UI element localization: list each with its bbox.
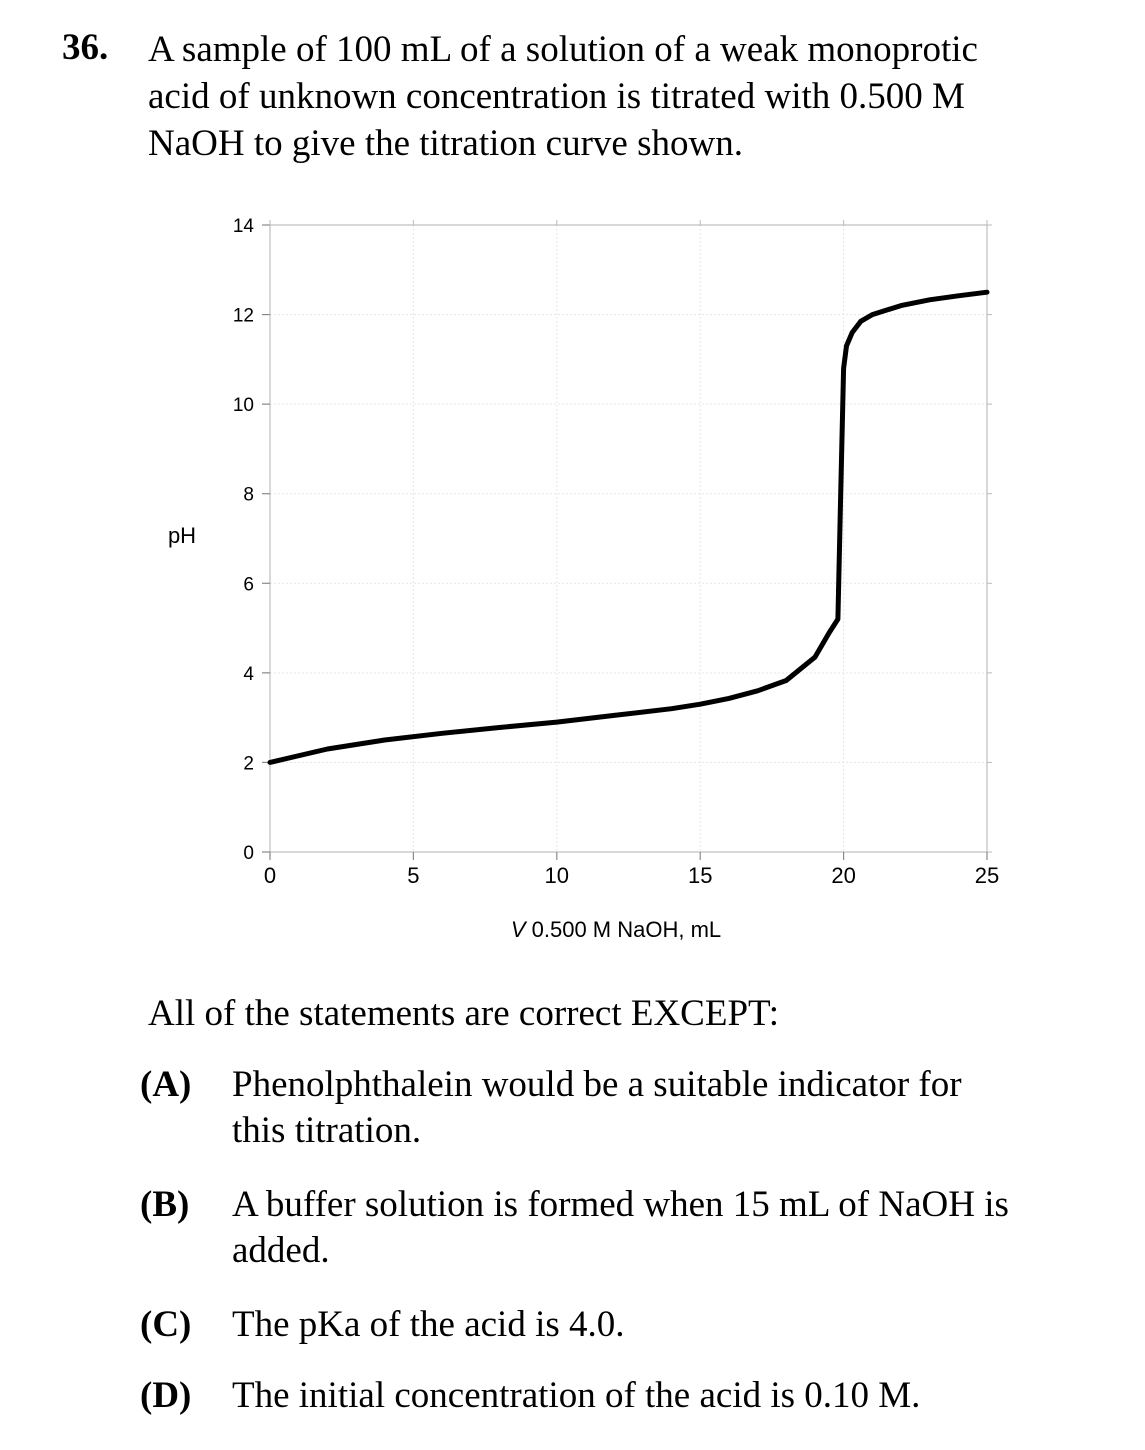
y-tick-label: 8 (243, 485, 254, 506)
choice-text-line: added. (232, 1230, 330, 1271)
choice-text-line: The initial concentration of the acid is… (232, 1375, 921, 1416)
question-stem-line: NaOH to give the titration curve shown. (148, 123, 743, 164)
choice-letter: (A) (140, 1064, 192, 1105)
x-tick-label: 20 (831, 863, 855, 888)
question-stem-line: acid of unknown concentration is titrate… (148, 76, 965, 117)
choice-text: A buffer solution is formed when 15 mL o… (232, 1182, 1112, 1274)
x-tick-label: 25 (975, 863, 999, 888)
titration-chart: 0 2 4 6 8 10 12 14 0 5 10 15 20 25 pH V 0.500 M NaOH,… (168, 216, 999, 942)
x-tick-label: 10 (545, 863, 569, 888)
y-tick-label: 14 (233, 216, 255, 237)
choice-letter: (D) (140, 1375, 192, 1416)
chart-ticks: 0 2 4 6 8 10 12 14 0 5 10 15 20 25 (233, 216, 999, 888)
question-stem-line: A sample of 100 mL of a solution of a we… (148, 29, 978, 70)
question-stem: A sample of 100 mL of a solution of a we… (148, 26, 1108, 167)
chart-axes (269, 224, 988, 853)
x-axis-label: V 0.500 M NaOH, mL (511, 917, 721, 942)
question-prompt: All of the statements are correct EXCEPT… (148, 993, 780, 1034)
choice-text: Phenolphthalein would be a suitable indi… (232, 1062, 1112, 1154)
y-tick-label: 12 (233, 306, 254, 327)
chart-grid (269, 224, 988, 853)
plot-frame (269, 224, 988, 853)
y-axis-label: pH (168, 523, 196, 548)
choice-text-line: The pKa of the acid is 4.0. (232, 1304, 625, 1345)
x-axis-label-text: 0.500 M NaOH, mL (526, 917, 722, 942)
y-tick-label: 6 (243, 574, 254, 595)
choice-letter: (C) (140, 1304, 192, 1345)
choice-text-line: Phenolphthalein would be a suitable indi… (232, 1064, 962, 1105)
question-number: 36. (62, 27, 109, 68)
x-tick-label: 15 (688, 863, 712, 888)
x-tick-label: 0 (264, 863, 276, 888)
y-tick-label: 4 (243, 664, 254, 685)
choice-letter: (B) (140, 1184, 190, 1225)
y-tick-label: 10 (233, 395, 254, 416)
x-tick-label: 5 (407, 863, 419, 888)
y-tick-label: 2 (243, 753, 254, 774)
x-axis-label-variable: V (511, 917, 528, 942)
titration-curve-line (267, 289, 990, 765)
choice-text-line: this titration. (232, 1110, 422, 1151)
choice-text: The initial concentration of the acid is… (232, 1373, 1112, 1419)
choice-text-line: A buffer solution is formed when 15 mL o… (232, 1184, 1009, 1225)
choice-text: The pKa of the acid is 4.0. (232, 1302, 1112, 1348)
y-tick-label: 0 (243, 843, 254, 864)
